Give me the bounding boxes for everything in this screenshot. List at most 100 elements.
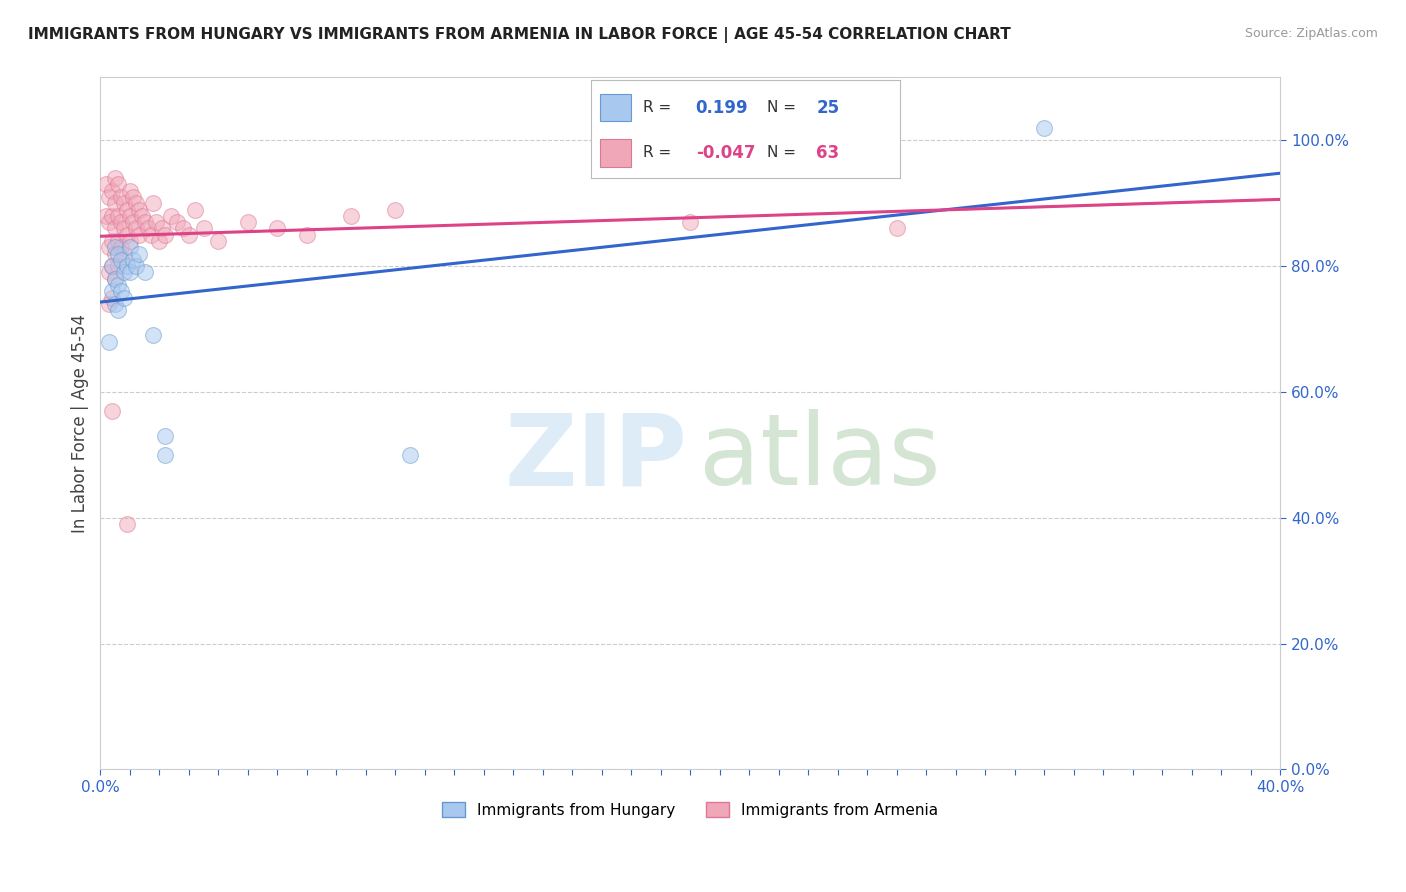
Point [340, 209, 363, 223]
Point [110, 240, 132, 254]
Point [384, 202, 406, 217]
Point [399, 448, 422, 462]
Point [112, 291, 135, 305]
Point [118, 234, 141, 248]
Point [136, 221, 159, 235]
Point [101, 209, 124, 223]
Point [177, 227, 200, 242]
Text: N =: N = [766, 145, 796, 161]
Point [107, 178, 129, 192]
Point [96, 178, 118, 192]
Point [98, 297, 121, 311]
Point [134, 215, 156, 229]
Point [118, 209, 141, 223]
Point [115, 227, 138, 242]
Point [98, 334, 121, 349]
Point [142, 196, 165, 211]
Text: R =: R = [643, 100, 671, 115]
Text: Source: ZipAtlas.com: Source: ZipAtlas.com [1244, 27, 1378, 40]
Point [155, 429, 177, 443]
Point [101, 184, 124, 198]
Point [118, 265, 141, 279]
Point [118, 184, 141, 198]
Point [107, 234, 129, 248]
Point [125, 196, 148, 211]
Point [155, 227, 177, 242]
Point [110, 215, 132, 229]
Point [115, 202, 138, 217]
Point [104, 221, 127, 235]
Point [107, 278, 129, 293]
Point [107, 209, 129, 223]
Point [150, 221, 173, 235]
Point [98, 215, 121, 229]
Point [142, 328, 165, 343]
Point [104, 240, 127, 254]
Bar [600, 139, 631, 167]
Point [107, 259, 129, 273]
Point [207, 234, 229, 248]
Point [236, 215, 259, 229]
Point [121, 190, 143, 204]
Point [128, 246, 150, 260]
Point [1033, 120, 1056, 135]
Bar [600, 94, 631, 121]
Point [166, 215, 188, 229]
Point [110, 252, 132, 267]
Point [184, 202, 207, 217]
Text: R =: R = [643, 145, 671, 161]
Point [128, 227, 150, 242]
Point [193, 221, 215, 235]
Text: ZIP: ZIP [505, 409, 688, 507]
Point [112, 246, 135, 260]
Point [295, 227, 318, 242]
Point [172, 221, 194, 235]
Point [98, 190, 121, 204]
Point [98, 265, 121, 279]
Point [266, 221, 288, 235]
Point [101, 285, 124, 299]
Point [125, 259, 148, 273]
Text: N =: N = [766, 100, 796, 115]
Point [104, 271, 127, 285]
Text: IMMIGRANTS FROM HUNGARY VS IMMIGRANTS FROM ARMENIA IN LABOR FORCE | AGE 45-54 CO: IMMIGRANTS FROM HUNGARY VS IMMIGRANTS FR… [28, 27, 1011, 43]
Legend: Immigrants from Hungary, Immigrants from Armenia: Immigrants from Hungary, Immigrants from… [436, 796, 945, 824]
Point [121, 252, 143, 267]
Point [104, 271, 127, 285]
Point [101, 259, 124, 273]
Point [112, 265, 135, 279]
Point [160, 209, 183, 223]
Text: 25: 25 [817, 99, 839, 117]
Point [110, 190, 132, 204]
Point [101, 291, 124, 305]
Point [145, 215, 167, 229]
Text: -0.047: -0.047 [696, 144, 755, 161]
Point [110, 285, 132, 299]
Y-axis label: In Labor Force | Age 45-54: In Labor Force | Age 45-54 [72, 314, 89, 533]
Point [131, 209, 153, 223]
Point [679, 215, 702, 229]
Point [118, 240, 141, 254]
Point [139, 227, 162, 242]
Text: atlas: atlas [699, 409, 941, 507]
Text: 63: 63 [817, 144, 839, 161]
Point [98, 240, 121, 254]
Point [128, 202, 150, 217]
Point [104, 196, 127, 211]
Point [886, 221, 908, 235]
Point [134, 265, 156, 279]
Point [115, 516, 138, 531]
Point [101, 259, 124, 273]
Point [101, 404, 124, 418]
Point [104, 246, 127, 260]
Point [104, 171, 127, 186]
Point [148, 234, 170, 248]
Point [107, 246, 129, 260]
Point [115, 259, 138, 273]
Point [155, 448, 177, 462]
Point [112, 221, 135, 235]
Text: 0.199: 0.199 [696, 99, 748, 117]
Point [104, 297, 127, 311]
Point [101, 234, 124, 248]
Point [112, 196, 135, 211]
